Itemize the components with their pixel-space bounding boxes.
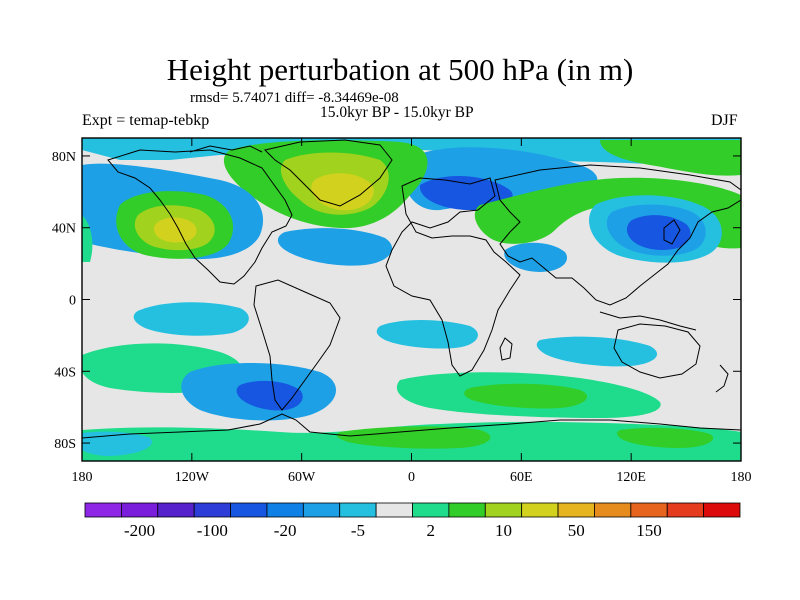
- colorbar-swatch: [666, 502, 705, 518]
- australia-coast: [613, 323, 701, 379]
- antarctica-coast: [82, 413, 741, 439]
- colorbar-swatch: [594, 502, 632, 518]
- mediterranean-blue: [504, 242, 568, 272]
- greenland-coast: [264, 139, 393, 207]
- colorbar-swatch: [193, 502, 231, 518]
- tropical-atlantic-cyan: [376, 320, 478, 349]
- lat-tick-label: 0: [69, 294, 76, 309]
- arctic-islands-coast: [189, 145, 263, 153]
- colorbar-tick-label: -200: [124, 521, 155, 540]
- antarctic-lime-east: [617, 427, 714, 448]
- colorbar-swatch: [230, 502, 268, 518]
- colorbar-swatch: [157, 502, 195, 518]
- rmsd-diff-label: rmsd= 5.74071 diff= -8.34469e-08: [190, 90, 399, 106]
- new-zealand-coast: [715, 364, 729, 393]
- colorbar-swatch: [630, 502, 668, 518]
- west-edge-green: [82, 215, 93, 262]
- colorbar-tick-label: -100: [197, 521, 228, 540]
- asia-darkblue-core: [626, 215, 691, 250]
- south-australia-cyan: [536, 336, 658, 367]
- lon-tick-label: 120E: [616, 470, 646, 485]
- colorbar-tick-label: -20: [274, 521, 297, 540]
- lon-tick-label: 180: [72, 470, 93, 485]
- colorbar: [84, 502, 741, 518]
- colorbar-tick-label: 150: [636, 521, 662, 540]
- lon-tick-label: 60W: [288, 470, 316, 485]
- colorbar-tick-label: -5: [351, 521, 365, 540]
- colorbar-labels: -200 -100 -20 -5 2 10 50 150: [124, 521, 662, 540]
- latitude-labels: 80N 40N 0 40S 80S: [52, 150, 76, 452]
- colorbar-swatch: [703, 502, 741, 518]
- colorbar-swatch: [120, 502, 159, 518]
- lon-tick-label: 0: [408, 470, 415, 485]
- antarctic-lime: [336, 426, 491, 449]
- south-indian-lime: [464, 383, 588, 409]
- period-label: 15.0kyr BP - 15.0kyr BP: [320, 104, 474, 121]
- colorbar-swatch: [375, 502, 413, 518]
- colorbar-tick-label: 10: [495, 521, 512, 540]
- europe-africa-coast: [385, 177, 521, 377]
- colorbar-swatch: [339, 502, 377, 518]
- contour-field: [82, 138, 741, 461]
- north-atlantic-cyan-trough: [277, 228, 393, 266]
- antarctic-cyan-west: [82, 431, 152, 456]
- colorbar-swatch: [521, 502, 559, 518]
- colorbar-swatch: [84, 502, 122, 518]
- japan-coast: [663, 219, 681, 245]
- lat-tick-label: 40N: [52, 222, 76, 237]
- lat-tick-label: 80N: [52, 150, 76, 165]
- colorbar-tick-label: 2: [426, 521, 435, 540]
- colorbar-swatch: [557, 502, 595, 518]
- colorbar-swatch: [412, 502, 450, 518]
- colorbar-swatch: [484, 502, 523, 518]
- tropical-pacific-cyan: [133, 302, 249, 336]
- colorbar-swatch: [448, 502, 486, 518]
- experiment-label: Expt = temap-tebkp: [82, 112, 210, 129]
- pacific-yellow-core: [154, 217, 197, 243]
- north-atlantic-yellow-core: [311, 173, 374, 211]
- madagascar-coast: [499, 337, 513, 361]
- axis-ticks: [81, 138, 742, 461]
- south-atlantic-darkblue: [236, 380, 303, 411]
- eurasia-green-arc: [474, 177, 741, 249]
- far-east-green: [600, 140, 741, 176]
- south-america-coast: [253, 279, 341, 411]
- colorbar-tick-label: 50: [568, 521, 585, 540]
- colorbar-swatch: [266, 502, 304, 518]
- lon-tick-label: 120W: [175, 470, 210, 485]
- asia-coast: [494, 164, 741, 306]
- coastlines: [82, 139, 741, 439]
- eurasia-darkblue-patch: [419, 175, 513, 210]
- indonesia-coast: [599, 311, 697, 331]
- lat-tick-label: 80S: [54, 437, 76, 452]
- colorbar-swatch: [302, 502, 341, 518]
- longitude-labels: 180 120W 60W 0 60E 120E 180: [72, 470, 752, 485]
- north-america-coast: [107, 149, 293, 285]
- season-label: DJF: [711, 112, 738, 129]
- lon-tick-label: 180: [731, 470, 752, 485]
- map-title: Height perturbation at 500 hPa (in m): [166, 52, 634, 87]
- lon-tick-label: 60E: [510, 470, 533, 485]
- lat-tick-label: 40S: [54, 365, 76, 380]
